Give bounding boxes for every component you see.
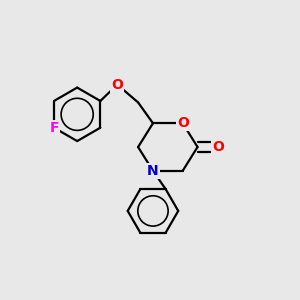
Text: O: O — [111, 78, 123, 92]
Text: O: O — [212, 140, 224, 154]
Text: F: F — [49, 121, 59, 135]
Text: O: O — [177, 116, 189, 130]
Text: N: N — [147, 164, 159, 178]
